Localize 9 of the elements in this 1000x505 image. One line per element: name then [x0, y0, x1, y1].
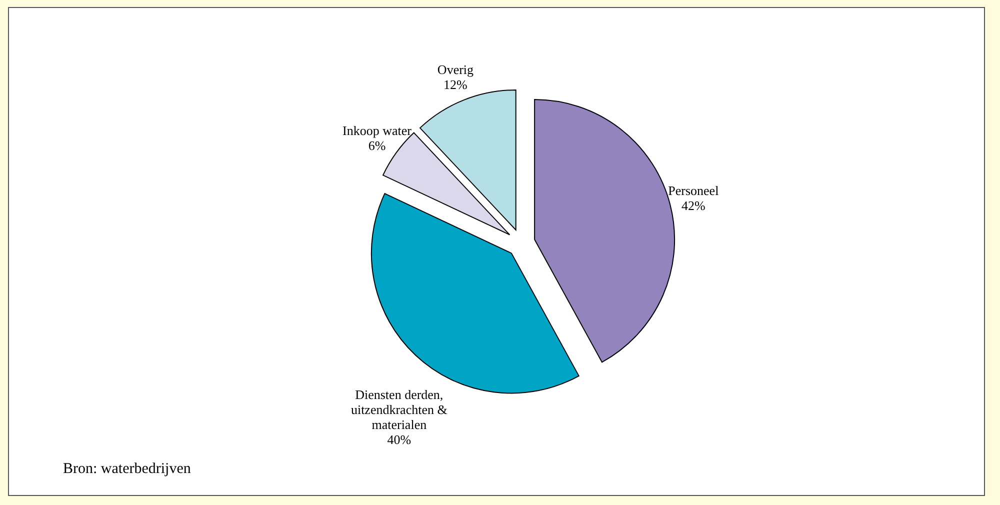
data-label: 6% — [368, 138, 386, 153]
data-label: 40% — [387, 432, 412, 447]
data-label: 42% — [681, 198, 706, 214]
data-label: 12% — [444, 77, 468, 92]
slice-label: Inkoop water — [342, 122, 412, 138]
slice-label: Overig — [437, 62, 474, 77]
slice-label: Diensten derden, uitzendkrachten & materialen — [350, 386, 448, 432]
text: Bron: waterbedrijven — [63, 461, 192, 477]
slice-label: Personeel — [668, 183, 720, 198]
